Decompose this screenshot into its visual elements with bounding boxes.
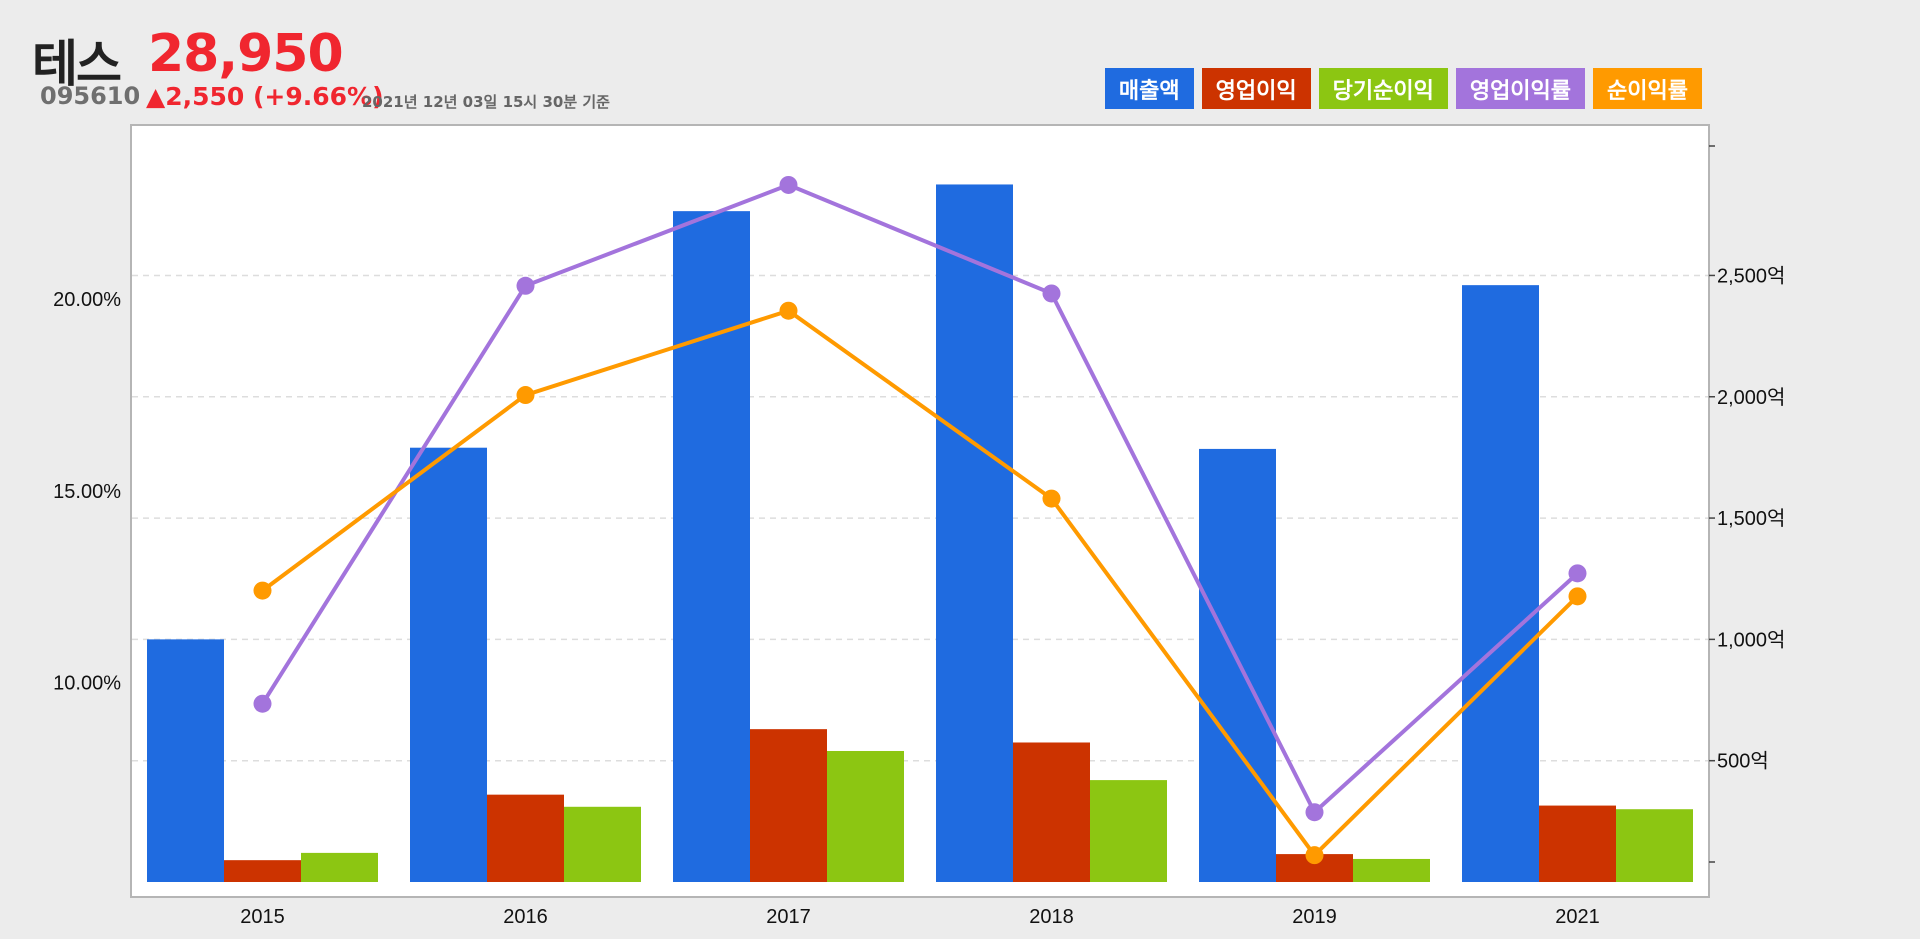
legend-net-income[interactable]: 당기순이익 bbox=[1318, 68, 1448, 109]
point-순이익률-2015 bbox=[253, 581, 272, 600]
point-순이익률-2016 bbox=[516, 386, 535, 405]
line-영업이익률 bbox=[260, 182, 1579, 816]
bar-매출액-2015 bbox=[147, 639, 224, 882]
x-tick-label-2016: 2016 bbox=[503, 906, 548, 928]
line-series bbox=[253, 175, 1587, 865]
bar-당기순이익-2019 bbox=[1353, 858, 1430, 882]
right-tick-label-2: 1,500억 bbox=[1717, 507, 1785, 530]
x-tick-label-2021: 2021 bbox=[1555, 906, 1600, 928]
left-tick-label-0: 10.00% bbox=[53, 673, 121, 695]
bar-당기순이익-2015 bbox=[301, 852, 378, 882]
bar-영업이익-2015 bbox=[224, 860, 301, 882]
point-영업이익률-2016 bbox=[516, 276, 535, 295]
bar-매출액-2018 bbox=[936, 184, 1013, 883]
grid-lines bbox=[132, 274, 1708, 762]
x-tick-label-2015: 2015 bbox=[240, 906, 285, 928]
chart-legend: 매출액 영업이익 당기순이익 영업이익률 순이익률 bbox=[1104, 68, 1702, 109]
legend-operating-margin[interactable]: 영업이익률 bbox=[1455, 68, 1586, 109]
point-영업이익률-2019 bbox=[1305, 803, 1324, 822]
right-tick-label-0: 500억 bbox=[1717, 750, 1769, 773]
price-change: ▲2,550 (+9.66%) bbox=[146, 82, 384, 111]
point-순이익률-2017 bbox=[779, 301, 798, 320]
bar-매출액-2017 bbox=[673, 211, 750, 883]
bar-당기순이익-2021 bbox=[1616, 809, 1693, 882]
x-tick-label-2018: 2018 bbox=[1029, 906, 1074, 928]
x-tick-label-2019: 2019 bbox=[1292, 906, 1337, 928]
stock-code: 095610 bbox=[40, 82, 141, 110]
left-tick-label-2: 20.00% bbox=[53, 289, 121, 311]
plot-area bbox=[130, 124, 1710, 898]
point-영업이익률-2015 bbox=[253, 694, 272, 713]
legend-net-margin[interactable]: 순이익률 bbox=[1593, 68, 1702, 109]
stock-header: 테스 28,950 095610 ▲2,550 (+9.66%) 2021년 1… bbox=[0, 0, 1920, 125]
bar-매출액-2021 bbox=[1462, 285, 1539, 882]
right-tick-label-3: 2,000억 bbox=[1717, 386, 1785, 409]
bar-당기순이익-2017 bbox=[827, 750, 904, 882]
point-순이익률-2021 bbox=[1568, 587, 1587, 606]
right-tick-label-4: 2,500억 bbox=[1717, 264, 1785, 287]
bar-영업이익-2016 bbox=[487, 794, 564, 882]
bar-영업이익-2018 bbox=[1013, 742, 1090, 882]
point-영업이익률-2021 bbox=[1568, 564, 1587, 583]
bar-매출액-2016 bbox=[410, 447, 487, 882]
point-순이익률-2018 bbox=[1042, 489, 1061, 508]
bar-당기순이익-2016 bbox=[564, 806, 641, 882]
point-영업이익률-2018 bbox=[1042, 284, 1061, 303]
x-tick-label-2017: 2017 bbox=[766, 906, 811, 928]
left-tick-label-1: 15.00% bbox=[53, 481, 121, 503]
line-순이익률 bbox=[261, 308, 1579, 859]
legend-operating-profit[interactable]: 영업이익 bbox=[1201, 68, 1311, 109]
bar-series bbox=[147, 184, 1693, 883]
legend-revenue[interactable]: 매출액 bbox=[1104, 68, 1194, 109]
point-순이익률-2019 bbox=[1305, 846, 1324, 865]
stock-name: 테스 bbox=[32, 35, 122, 93]
point-영업이익률-2017 bbox=[779, 175, 798, 194]
bar-매출액-2019 bbox=[1199, 448, 1276, 882]
bar-당기순이익-2018 bbox=[1090, 780, 1167, 882]
as-of-timestamp: 2021년 12년 03일 15시 30분 기준 bbox=[362, 93, 610, 111]
axes: 2015 2016 2017 2018 2019 2021 10.00% 15.00% 20.0… bbox=[53, 145, 1785, 928]
stock-price: 28,950 bbox=[148, 24, 344, 84]
right-tick-label-1: 1,000억 bbox=[1717, 628, 1785, 651]
bar-영업이익-2017 bbox=[750, 729, 827, 882]
bar-영업이익-2021 bbox=[1539, 805, 1616, 882]
